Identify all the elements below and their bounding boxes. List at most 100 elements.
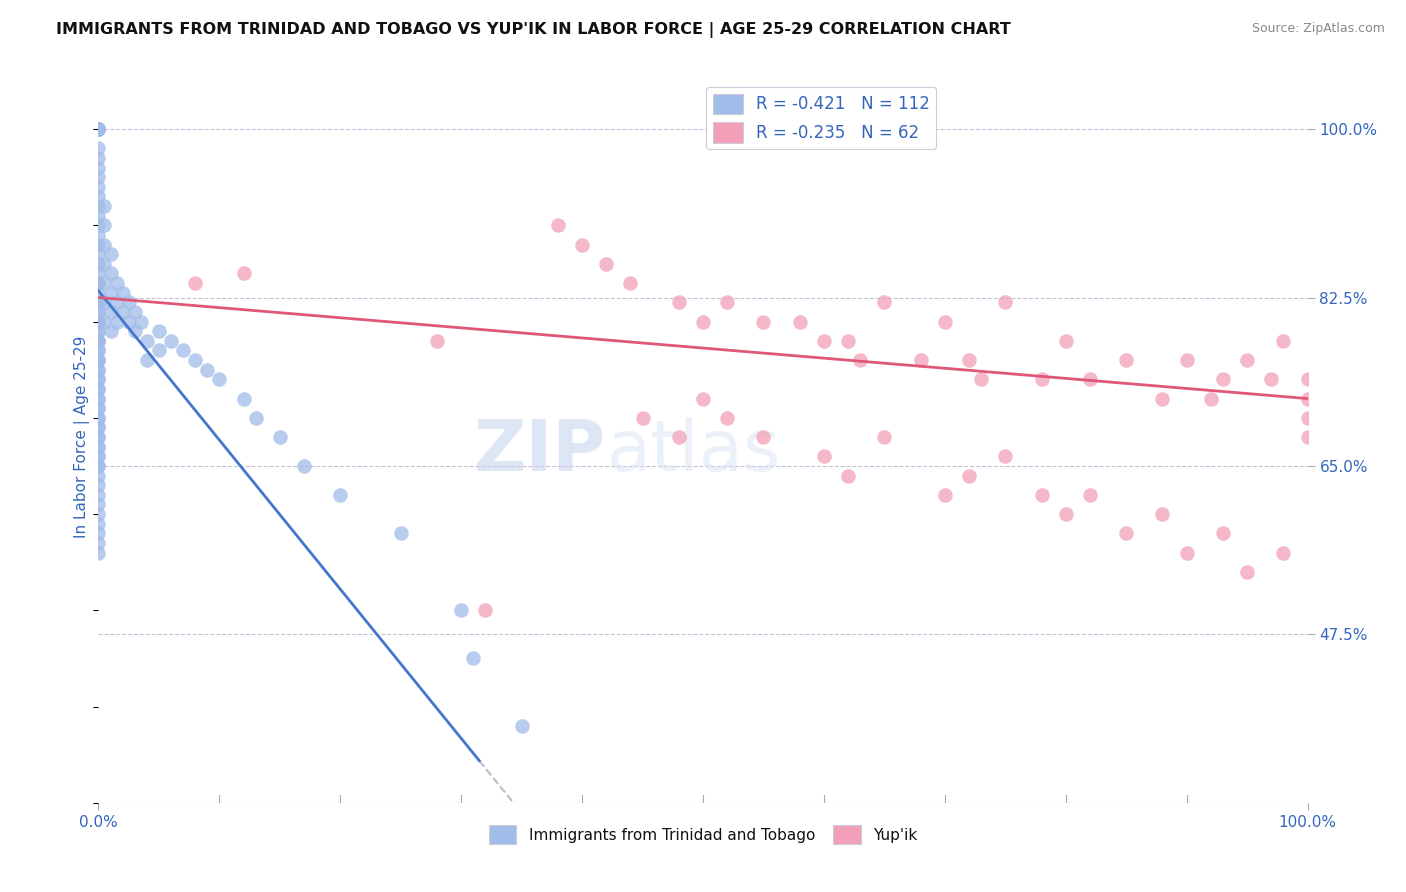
Point	[87, 122, 110, 136]
Point	[87, 545, 110, 559]
Y-axis label: In Labor Force | Age 25-29: In Labor Force | Age 25-29	[75, 336, 90, 538]
Point	[87, 430, 110, 444]
Point	[87, 392, 110, 406]
Point	[1272, 545, 1295, 559]
Point	[105, 276, 128, 290]
Point	[87, 324, 110, 338]
Point	[129, 315, 152, 329]
Point	[87, 315, 110, 329]
Point	[1054, 334, 1077, 348]
Point	[571, 237, 593, 252]
Point	[100, 285, 122, 300]
Point	[87, 122, 110, 136]
Point	[87, 122, 110, 136]
Point	[93, 295, 115, 310]
Point	[93, 199, 115, 213]
Point	[148, 343, 170, 358]
Point	[1152, 507, 1174, 521]
Point	[87, 219, 110, 233]
Point	[87, 151, 110, 165]
Point	[87, 247, 110, 261]
Point	[752, 315, 775, 329]
Point	[87, 420, 110, 434]
Point	[87, 122, 110, 136]
Point	[716, 410, 738, 425]
Point	[87, 507, 110, 521]
Point	[1296, 372, 1319, 386]
Point	[87, 209, 110, 223]
Point	[87, 392, 110, 406]
Point	[87, 295, 110, 310]
Point	[813, 450, 835, 464]
Point	[87, 450, 110, 464]
Point	[118, 295, 141, 310]
Point	[1260, 372, 1282, 386]
Point	[692, 315, 714, 329]
Point	[87, 353, 110, 368]
Point	[1115, 353, 1137, 368]
Point	[1296, 392, 1319, 406]
Point	[87, 122, 110, 136]
Point	[87, 334, 110, 348]
Point	[93, 237, 115, 252]
Point	[269, 430, 291, 444]
Point	[668, 295, 690, 310]
Point	[172, 343, 194, 358]
Point	[849, 353, 872, 368]
Point	[87, 122, 110, 136]
Point	[124, 324, 146, 338]
Point	[1296, 410, 1319, 425]
Point	[87, 478, 110, 492]
Point	[957, 468, 980, 483]
Point	[87, 468, 110, 483]
Point	[934, 315, 956, 329]
Point	[1078, 488, 1101, 502]
Point	[100, 324, 122, 338]
Point	[668, 430, 690, 444]
Point	[100, 247, 122, 261]
Point	[87, 295, 110, 310]
Point	[910, 353, 932, 368]
Point	[292, 458, 315, 473]
Point	[87, 267, 110, 281]
Point	[619, 276, 641, 290]
Point	[93, 315, 115, 329]
Point	[93, 257, 115, 271]
Point	[87, 353, 110, 368]
Point	[87, 295, 110, 310]
Point	[87, 324, 110, 338]
Point	[135, 353, 157, 368]
Point	[87, 420, 110, 434]
Point	[93, 219, 115, 233]
Point	[87, 410, 110, 425]
Legend: Immigrants from Trinidad and Tobago, Yup'ik: Immigrants from Trinidad and Tobago, Yup…	[482, 819, 924, 850]
Point	[87, 362, 110, 376]
Point	[87, 382, 110, 396]
Point	[994, 295, 1017, 310]
Point	[934, 488, 956, 502]
Point	[87, 170, 110, 185]
Point	[87, 516, 110, 531]
Point	[87, 343, 110, 358]
Point	[100, 267, 122, 281]
Point	[87, 161, 110, 175]
Point	[692, 392, 714, 406]
Point	[474, 603, 496, 617]
Point	[87, 440, 110, 454]
Point	[87, 536, 110, 550]
Point	[87, 237, 110, 252]
Point	[87, 122, 110, 136]
Point	[87, 189, 110, 203]
Point	[87, 343, 110, 358]
Point	[631, 410, 654, 425]
Point	[87, 430, 110, 444]
Point	[87, 305, 110, 319]
Point	[1212, 372, 1234, 386]
Text: atlas: atlas	[606, 417, 780, 486]
Point	[87, 257, 110, 271]
Point	[87, 315, 110, 329]
Point	[329, 488, 352, 502]
Point	[87, 410, 110, 425]
Point	[87, 199, 110, 213]
Point	[87, 458, 110, 473]
